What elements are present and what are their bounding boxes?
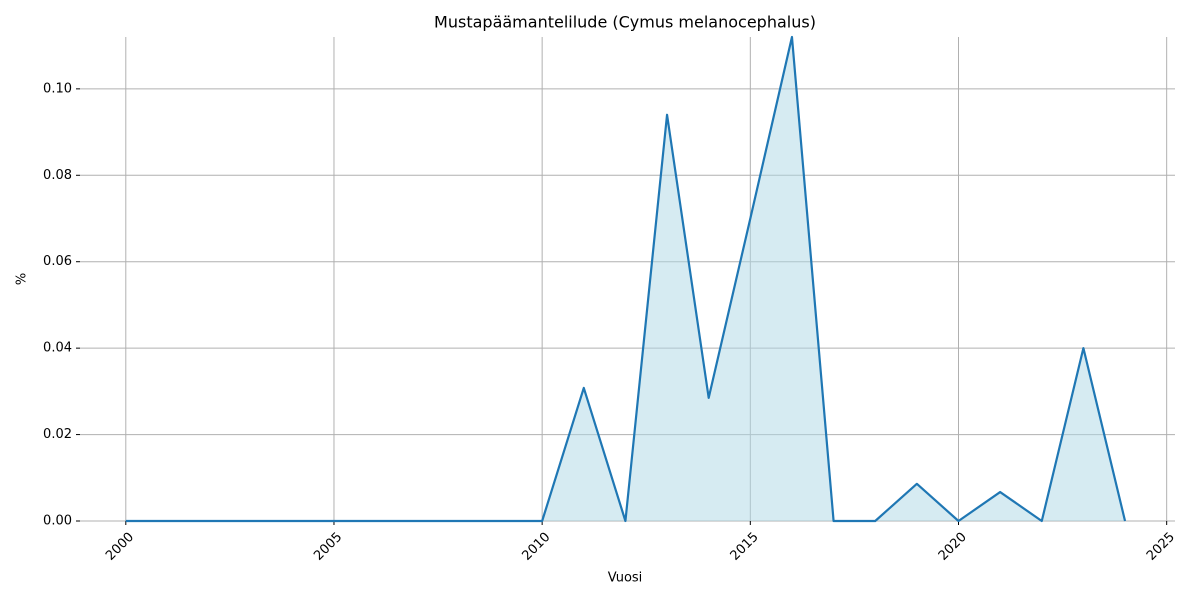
y-tick-label: 0.04 [43,341,72,356]
y-tick-label: 0.02 [43,427,72,442]
y-tick-label: 0.00 [43,514,72,529]
x-tick-label: 2010 [519,530,553,564]
line [125,35,1127,523]
x-tick-label: 2020 [936,530,970,564]
x-tick-label: 2025 [1144,530,1178,564]
x-axis-label: Vuosi [608,571,643,586]
y-tick-label: 0.10 [43,81,72,96]
x-tick-label: 2015 [728,530,762,564]
chart-title: Mustapäämantelilude (Cymus melanocephalu… [434,13,816,32]
y-tick-label: 0.08 [43,168,72,183]
area [125,37,1126,521]
y-axis-label: % [15,273,30,285]
x-tick-label: 2000 [103,530,137,564]
y-tick-label: 0.06 [43,254,72,269]
x-tick-label: 2005 [311,530,345,564]
